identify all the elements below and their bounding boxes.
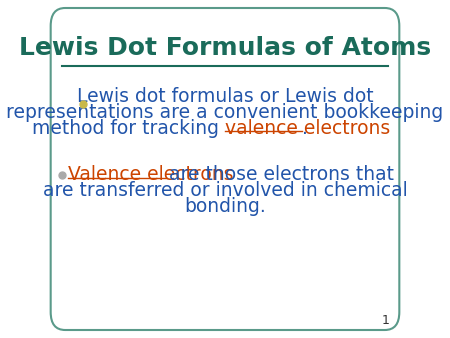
Text: are those electrons that: are those electrons that [169,166,394,185]
Text: Lewis Dot Formulas of Atoms: Lewis Dot Formulas of Atoms [19,36,431,60]
Text: 1: 1 [382,314,390,327]
Text: Valence electrons: Valence electrons [68,166,240,185]
Text: valence electrons: valence electrons [225,119,390,138]
FancyBboxPatch shape [51,8,399,330]
Text: bonding.: bonding. [184,197,266,217]
Text: .: . [302,119,308,138]
Text: representations are a convenient bookkeeping: representations are a convenient bookkee… [6,102,444,121]
Text: method for tracking: method for tracking [32,119,225,138]
Text: are transferred or involved in chemical: are transferred or involved in chemical [43,182,407,200]
Text: Lewis dot formulas or Lewis dot: Lewis dot formulas or Lewis dot [76,87,373,105]
